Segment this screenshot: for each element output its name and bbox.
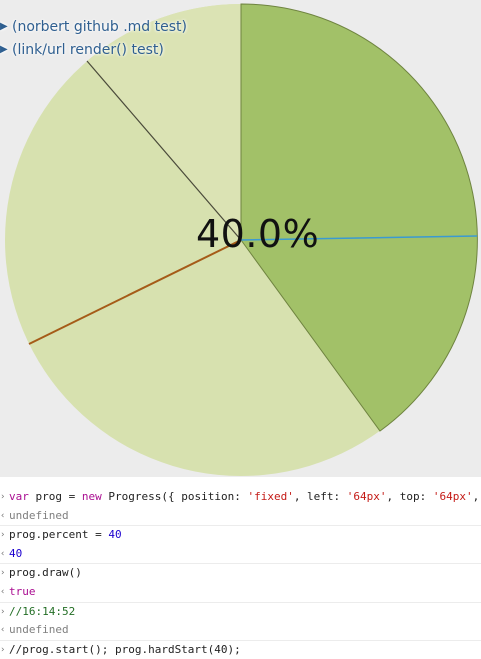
pie-progress-slice [240, 3, 478, 432]
percent-label: 40.0% [196, 212, 320, 256]
console-token: prog.percent = [9, 528, 109, 542]
console-token: , left: [293, 490, 347, 503]
result-arrow-icon: ‹ [0, 548, 6, 559]
progress-pie [5, 3, 478, 476]
console-input-line[interactable]: › prog.draw() [0, 564, 481, 583]
console-input-line[interactable]: ›//16:14:52 [0, 603, 481, 622]
console-token: undefined [9, 508, 69, 522]
console-token: true [9, 584, 36, 598]
console-output-line[interactable]: ‹ true [0, 583, 481, 603]
console-token: 40 [9, 546, 23, 560]
test-link-markdown[interactable]: ▶ (norbert github .md test) [0, 15, 187, 38]
devtools-console: › var prog = new Progress({ position: 'fi… [0, 488, 481, 659]
console-token: , [472, 490, 480, 503]
console-input-line[interactable]: › prog.percent = 40 [0, 526, 481, 545]
console-token: Progress({ position: [108, 490, 248, 503]
console-token: '64px' [346, 490, 387, 503]
result-arrow-icon: ‹ [0, 586, 6, 597]
pie-progress-needle [240, 235, 478, 241]
progress-canvas: 40.0% ▶ ▶ (norbert github .md test) ▶ (l… [0, 0, 481, 477]
console-token: prog [35, 490, 69, 503]
console-input-line[interactable]: › var prog = new Progress({ position: 'fi… [0, 488, 481, 507]
console-token: var [9, 490, 36, 503]
console-output-line[interactable]: ‹ undefined [0, 507, 481, 527]
result-arrow-icon: ‹ [0, 510, 6, 521]
console-token: prog.draw() [9, 566, 82, 580]
test-links: ▶ ▶ (norbert github .md test) ▶ (link/ur… [0, 0, 187, 61]
pie-orange-needle [28, 239, 242, 345]
prompt-arrow-icon: › [0, 606, 6, 617]
pie-top-left-slice [87, 3, 241, 240]
console-token: 'fixed' [247, 490, 294, 503]
console-token: , top: [386, 490, 433, 503]
console-token: new [81, 490, 109, 503]
prompt-arrow-icon: › [0, 644, 6, 655]
prompt-arrow-icon: › [0, 530, 6, 541]
test-link-render[interactable]: ▶ (link/url render() test) [0, 38, 187, 61]
link-label: (norbert github .md test) [12, 18, 187, 35]
expand-arrow-icon: ▶ [0, 21, 8, 32]
console-token: //16:14:52 [9, 604, 76, 618]
prompt-arrow-icon: › [0, 492, 6, 502]
prompt-arrow-icon: › [0, 568, 6, 579]
console-output-line[interactable]: ‹ undefined [0, 621, 481, 641]
console-input-line[interactable]: ›//prog.start(); prog.hardStart(40); [0, 641, 481, 659]
link-label: (link/url render() test) [12, 41, 164, 58]
pie-divider-line [86, 60, 242, 241]
console-token: 40 [108, 528, 122, 542]
console-token: '64px' [432, 490, 473, 503]
expand-arrow-icon: ▶ [0, 44, 8, 55]
console-output-line[interactable]: ‹ 40 [0, 545, 481, 565]
console-token: undefined [9, 623, 69, 637]
console-token: = [68, 490, 82, 503]
console-token: //prog.start(); prog.hardStart(40); [9, 642, 241, 656]
result-arrow-icon: ‹ [0, 625, 6, 636]
